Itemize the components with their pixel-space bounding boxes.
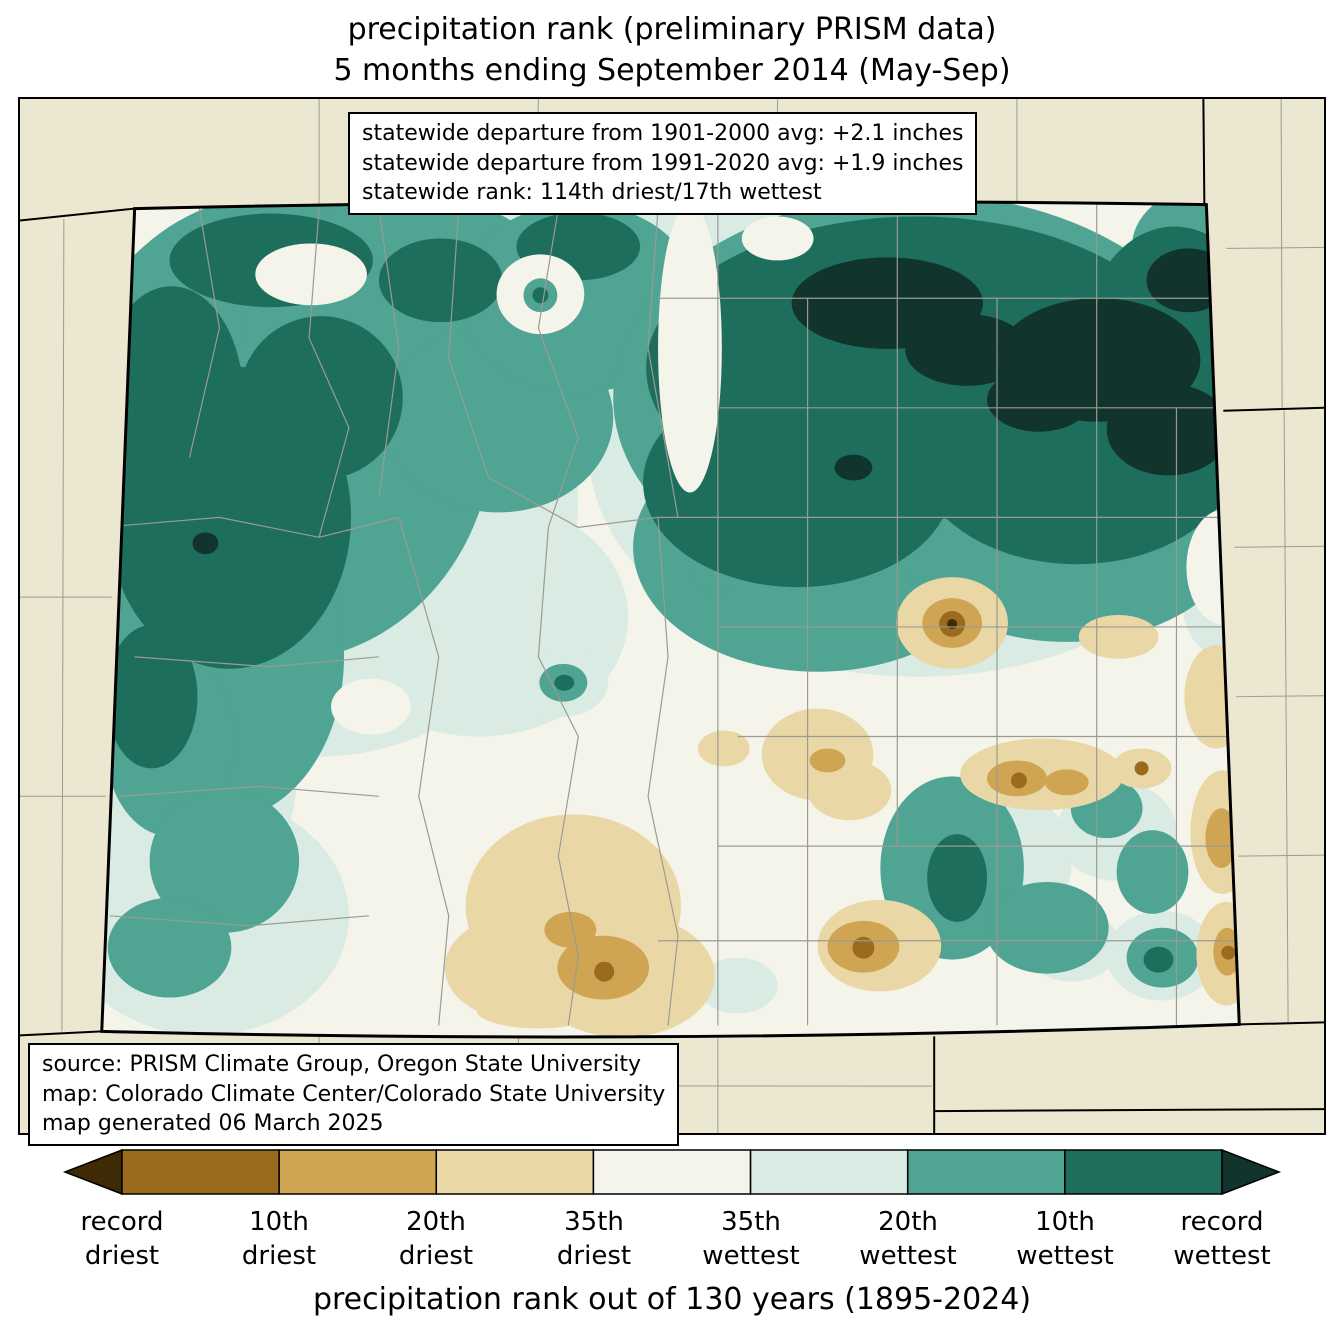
map-panel: statewide departure from 1901-2000 avg: … (18, 97, 1326, 1147)
colorbar-seg-driest10 (121, 1149, 280, 1195)
precipitation-map (20, 99, 1324, 1133)
colorbar-right-arrow (1221, 1148, 1282, 1196)
county-lines (101, 204, 1240, 1026)
source-line2: map: Colorado Climate Center/Colorado St… (42, 1081, 666, 1107)
stats-line1: statewide departure from 1901-2000 avg: … (362, 121, 964, 146)
stats-box: statewide departure from 1901-2000 avg: … (348, 112, 978, 216)
neighbor-state-borders (20, 99, 1324, 1133)
page-title: precipitation rank (preliminary PRISM da… (0, 10, 1344, 91)
colorbar-seg-neutral (592, 1149, 752, 1195)
page-title-line2: 5 months ending September 2014 (May-Sep) (333, 52, 1011, 88)
legend-label-20th-wettest: 20th wettest (859, 1207, 957, 1271)
colorbar-left-arrow (62, 1148, 123, 1196)
legend-label-20th-driest: 20th driest (398, 1207, 474, 1271)
source-box: source: PRISM Climate Group, Oregon Stat… (28, 1043, 680, 1147)
legend-label-10th-driest: 10th driest (241, 1207, 317, 1271)
legend-caption: precipitation rank out of 130 years (189… (312, 1282, 1032, 1317)
colorbar-svg (62, 1148, 1282, 1196)
stats-line2: statewide departure from 1991-2020 avg: … (362, 150, 964, 176)
colorbar (0, 1146, 1344, 1198)
colorbar-seg-driest20 (278, 1149, 438, 1195)
colorbar-seg-wettest10 (1064, 1149, 1223, 1195)
source-line1: source: PRISM Climate Group, Oregon Stat… (42, 1052, 642, 1077)
legend-label-10th-wettest: 10th wettest (1016, 1207, 1114, 1271)
colorbar-seg-driest35 (435, 1149, 595, 1195)
colorado-fill (101, 201, 1240, 1037)
legend-label-35th-wettest: 35th wettest (702, 1207, 800, 1271)
colorbar-seg-wettest35 (749, 1149, 909, 1195)
neutral-holes (255, 203, 1240, 735)
stats-line3: statewide rank: 114th driest/17th wettes… (362, 180, 822, 206)
page-title-line1: precipitation rank (preliminary PRISM da… (347, 12, 997, 47)
colorbar-seg-wettest20 (906, 1149, 1066, 1195)
dark-teal-regions (101, 212, 1240, 973)
legend-label-record-wettest: record wettest (1173, 1207, 1271, 1271)
ring-core-inner (532, 287, 549, 304)
legend-label-35th-driest: 35th driest (556, 1207, 632, 1271)
source-line3: map generated 06 March 2025 (42, 1111, 384, 1137)
legend-label-record-driest: record driest (80, 1207, 164, 1271)
record-wettest-regions (192, 248, 1231, 555)
